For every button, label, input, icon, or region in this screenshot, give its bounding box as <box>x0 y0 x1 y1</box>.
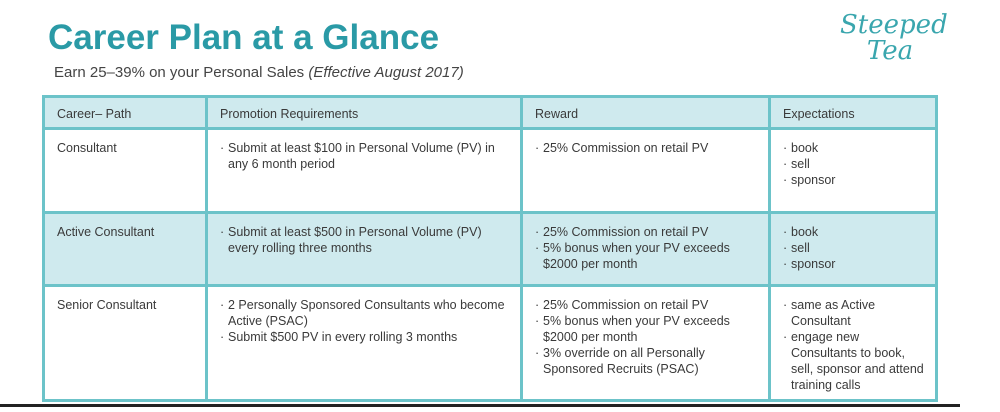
title: Career Plan at a Glance <box>48 18 440 57</box>
bullet-item: sponsor <box>783 256 925 272</box>
bullet-item: 25% Commission on retail PV <box>535 224 758 240</box>
bottom-rule <box>0 404 960 407</box>
bullet-item: 25% Commission on retail PV <box>535 140 758 156</box>
bullet-item: 25% Commission on retail PV <box>535 297 758 313</box>
column-header: Promotion Requirements <box>205 95 523 130</box>
cell: 25% Commission on retail PV5% bonus when… <box>520 211 771 287</box>
table-row: Consultant Submit at least $100 in Person… <box>42 127 938 214</box>
bullet-item: Submit $500 PV in every rolling 3 months <box>220 329 510 345</box>
bullet-item: Submit at least $500 in Personal Volume … <box>220 224 510 256</box>
bullet-list: same as Active Consultantengage new Cons… <box>783 297 925 393</box>
bullet-item: book <box>783 140 925 156</box>
bullet-item: 3% override on all Personally Sponsored … <box>535 345 758 377</box>
bullet-list: 25% Commission on retail PV5% bonus when… <box>535 297 758 377</box>
bullet-item: engage new Consultants to book, sell, sp… <box>783 329 925 393</box>
bullet-list: Submit at least $500 in Personal Volume … <box>220 224 510 256</box>
cell: booksellsponsor <box>768 127 938 214</box>
bullet-item: 2 Personally Sponsored Consultants who b… <box>220 297 510 329</box>
bullet-item: same as Active Consultant <box>783 297 925 329</box>
bullet-item: sponsor <box>783 172 925 188</box>
bullet-list: booksellsponsor <box>783 140 925 188</box>
cell: 25% Commission on retail PV5% bonus when… <box>520 284 771 402</box>
bullet-list: 2 Personally Sponsored Consultants who b… <box>220 297 510 345</box>
bullet-list: 25% Commission on retail PV5% bonus when… <box>535 224 758 272</box>
bullet-list: Submit at least $100 in Personal Volume … <box>220 140 510 172</box>
bullet-item: book <box>783 224 925 240</box>
bullet-item: sell <box>783 240 925 256</box>
logo: Steeped Tea <box>840 10 948 66</box>
subtitle-line: Earn 25–39% on your Personal Sales (Effe… <box>54 64 464 81</box>
cell: 2 Personally Sponsored Consultants who b… <box>205 284 523 402</box>
role-cell: Senior Consultant <box>42 284 208 402</box>
bullet-item: 5% bonus when your PV exceeds $2000 per … <box>535 313 758 345</box>
cell: same as Active Consultantengage new Cons… <box>768 284 938 402</box>
bullet-list: booksellsponsor <box>783 224 925 272</box>
bullet-item: sell <box>783 156 925 172</box>
bullet-list: 25% Commission on retail PV <box>535 140 758 156</box>
table-row: Active Consultant Submit at least $500 in… <box>42 211 938 287</box>
subtitle-note: (Effective August 2017) <box>308 64 464 81</box>
column-header: Expectations <box>768 95 938 130</box>
column-header: Reward <box>520 95 771 130</box>
bullet-item: Submit at least $100 in Personal Volume … <box>220 140 510 172</box>
table-body: Consultant Submit at least $100 in Person… <box>42 127 938 402</box>
role-cell: Consultant <box>42 127 208 214</box>
role-cell: Active Consultant <box>42 211 208 287</box>
cell: Submit at least $500 in Personal Volume … <box>205 211 523 287</box>
cell: 25% Commission on retail PV <box>520 127 771 214</box>
table-row: Senior Consultant 2 Personally Sponsored … <box>42 284 938 402</box>
subtitle: Earn 25–39% on your Personal Sales <box>54 64 305 81</box>
cell: Submit at least $100 in Personal Volume … <box>205 127 523 214</box>
bullet-item: 5% bonus when your PV exceeds $2000 per … <box>535 240 758 272</box>
cell: booksellsponsor <box>768 211 938 287</box>
column-header: Career– Path <box>42 95 208 130</box>
header-row: Career– Path Promotion Requirements Reward… <box>42 95 938 130</box>
career-table: Career– Path Promotion Requirements Reward… <box>42 95 938 402</box>
